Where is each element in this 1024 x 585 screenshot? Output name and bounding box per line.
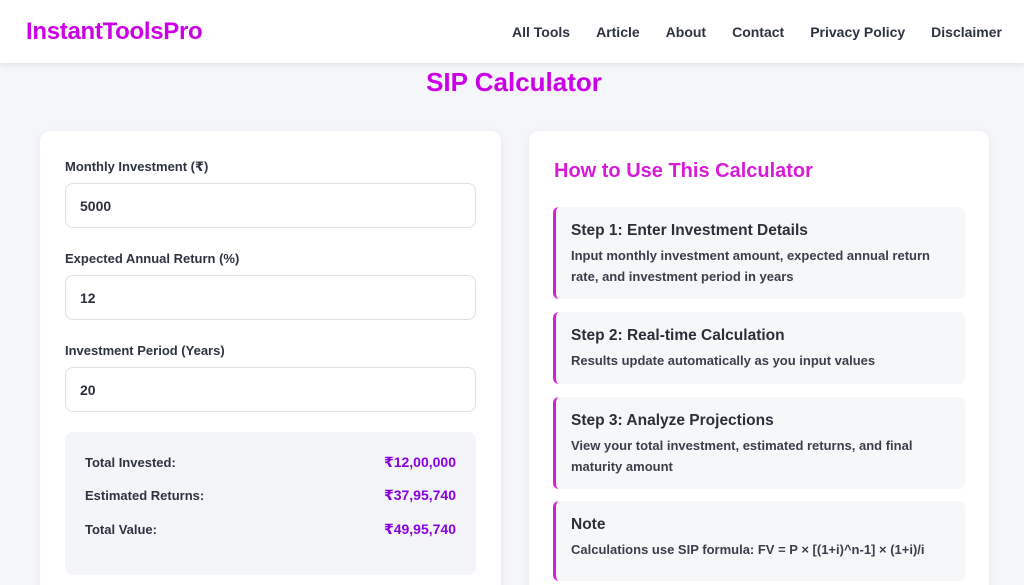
nav-all-tools[interactable]: All Tools	[512, 23, 571, 40]
how-to-title: How to Use This Calculator	[554, 160, 813, 182]
site-logo[interactable]: InstantToolsPro	[26, 17, 203, 45]
result-total-invested: Total Invested: ₹12,00,000	[85, 454, 456, 471]
result-value: ₹12,00,000	[383, 454, 456, 470]
annual-return-input[interactable]	[65, 275, 476, 320]
step-1: Step 1: Enter Investment Details Input m…	[553, 207, 965, 299]
main-nav: All Tools Article About Contact Privacy …	[486, 24, 1002, 40]
step-2: Step 2: Real-time Calculation Results up…	[553, 312, 965, 384]
step-title: Step 3: Analyze Projections	[571, 412, 774, 429]
nav-disclaimer[interactable]: Disclaimer	[931, 23, 1002, 40]
results-panel: Total Invested: ₹12,00,000 Estimated Ret…	[65, 432, 476, 575]
note-description: Calculations use SIP formula: FV = P × […	[571, 542, 925, 557]
step-description: Results update automatically as you inpu…	[571, 353, 876, 368]
annual-return-label: Expected Annual Return (%)	[65, 251, 240, 266]
calculator-card: Monthly Investment (₹) Expected Annual R…	[40, 131, 501, 585]
step-3: Step 3: Analyze Projections View your to…	[553, 397, 965, 489]
step-description: View your total investment, estimated re…	[571, 438, 913, 474]
nav-contact[interactable]: Contact	[732, 23, 785, 40]
result-label: Total Invested:	[85, 455, 176, 470]
result-label: Total Value:	[85, 522, 157, 537]
investment-period-label: Investment Period (Years)	[65, 343, 225, 358]
nav-about[interactable]: About	[665, 23, 707, 40]
monthly-investment-input[interactable]	[65, 183, 476, 228]
investment-period-input[interactable]	[65, 367, 476, 412]
monthly-investment-label: Monthly Investment (₹)	[65, 159, 209, 174]
result-total-value: Total Value: ₹49,95,740	[85, 521, 456, 538]
page-title: SIP Calculator	[426, 67, 602, 97]
how-to-card: How to Use This Calculator Step 1: Enter…	[529, 131, 989, 585]
result-label: Estimated Returns:	[85, 488, 205, 503]
nav-privacy-policy[interactable]: Privacy Policy	[810, 23, 906, 40]
result-value: ₹49,95,740	[383, 521, 456, 537]
step-title: Step 1: Enter Investment Details	[571, 222, 808, 239]
note-title: Note	[571, 516, 606, 533]
result-estimated-returns: Estimated Returns: ₹37,95,740	[85, 487, 456, 504]
note-box: Note Calculations use SIP formula: FV = …	[553, 501, 965, 581]
step-description: Input monthly investment amount, expecte…	[571, 248, 930, 284]
site-header: InstantToolsPro All Tools Article About …	[0, 0, 1024, 63]
nav-article[interactable]: Article	[596, 23, 640, 40]
result-value: ₹37,95,740	[383, 487, 456, 503]
step-title: Step 2: Real-time Calculation	[571, 327, 785, 344]
